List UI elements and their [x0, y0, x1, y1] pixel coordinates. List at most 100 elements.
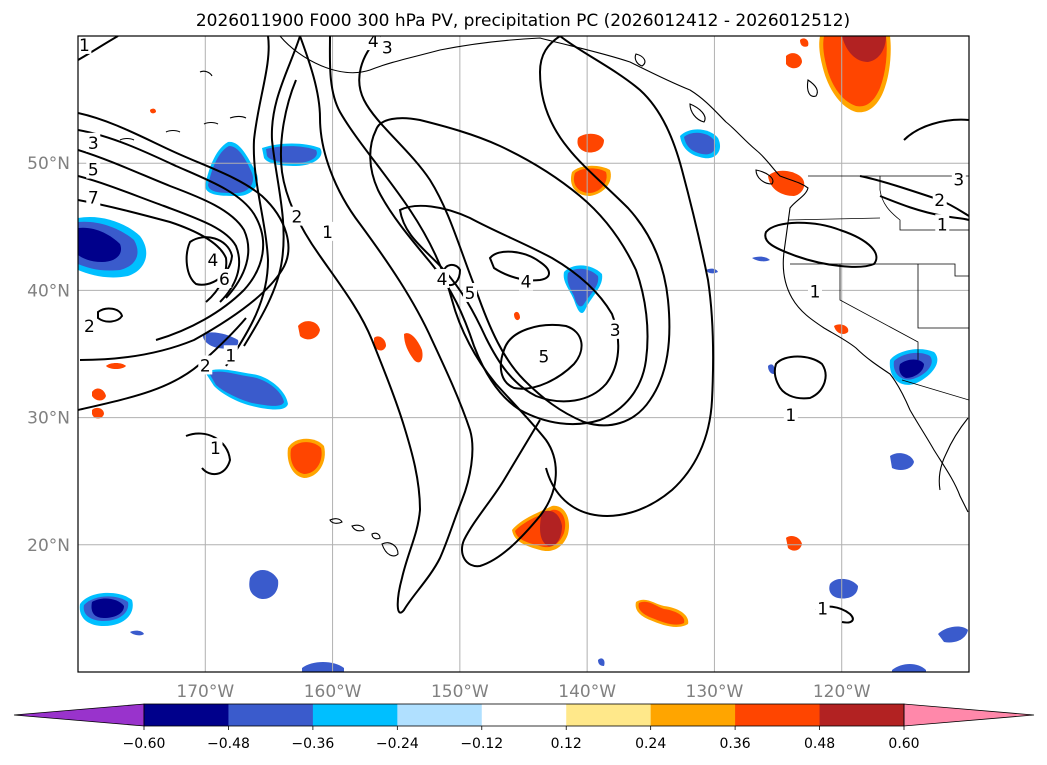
aleutian-island [165, 129, 181, 133]
pv-contour-label: 2 [200, 356, 211, 376]
neg-precip-blob [266, 146, 317, 163]
state-border [917, 264, 969, 329]
colorbar-tick-label: 0.60 [888, 736, 919, 752]
pos-precip-blob [290, 442, 322, 474]
pv-contour [398, 204, 620, 403]
longitude-labels: 170°W 160°W 150°W 140°W 130°W 120°W [176, 682, 870, 702]
pos-precip-blob [786, 53, 802, 69]
colorbar-segment [481, 704, 567, 726]
pv-contour-label: 1 [937, 215, 948, 235]
pv-contour [78, 112, 290, 361]
colorbar-segment [819, 704, 905, 726]
pv-contour [78, 129, 265, 341]
pv-label-halo [289, 206, 304, 226]
lon-tick-label: 150°W [431, 682, 489, 702]
pv-contour-label: 4 [521, 272, 532, 292]
pos-precip-blob [374, 336, 386, 351]
pv-contour-label: 1 [210, 439, 221, 459]
pv-contour-label: 7 [88, 189, 99, 209]
pv-label-halo [463, 282, 478, 302]
pv-contour [369, 117, 649, 426]
lon-tick-label: 170°W [176, 682, 234, 702]
pv-contour [78, 317, 247, 411]
colorbar-segment [650, 704, 736, 726]
pos-precip-blob [298, 321, 320, 340]
lon-tick-label: 140°W [558, 682, 616, 702]
coastal-island [634, 53, 646, 67]
colorbar-segment [735, 704, 821, 726]
pv-contour-label: 1 [817, 599, 828, 619]
pv-contour-label: 1 [785, 406, 796, 426]
pos-precip-blob [92, 407, 104, 419]
colorbar-segment [312, 704, 398, 726]
pos-precip-core [540, 510, 562, 547]
neg-precip-blob [302, 662, 344, 672]
baja-coastline [938, 417, 969, 491]
pv-contour [185, 432, 232, 476]
pv-label-halo [783, 405, 798, 425]
pv-label-halo [366, 36, 381, 51]
map-frame [77, 35, 970, 673]
neg-precip-blob [890, 453, 914, 470]
neg-precip-blob [768, 364, 775, 374]
pos-precip-blob [834, 324, 849, 334]
pv-label-halo [217, 268, 232, 288]
lat-tick-label: 20°N [27, 536, 70, 556]
pv-contour [225, 36, 270, 367]
pv-contour-label: 3 [88, 134, 99, 154]
pv-label-halo [608, 319, 623, 339]
neg-precip-blob [567, 268, 599, 307]
neg-precip-core [78, 227, 122, 262]
pv-label-halo [536, 346, 551, 366]
pv-label-halo [86, 187, 101, 207]
pv-label-halo [86, 132, 101, 152]
pv-contour [279, 36, 474, 614]
state-border [839, 264, 919, 360]
neg-precip-blob [752, 256, 770, 262]
aleutian-island [199, 70, 213, 77]
pv-contour [773, 355, 827, 400]
pv-contour-label: 1 [79, 36, 90, 56]
lon-tick-label: 160°W [304, 682, 362, 702]
colorbar-segment [228, 704, 314, 726]
colorbar: −0.60 −0.48 −0.36 −0.24 −0.12 0.12 0.24 0.36 0.4… [13, 703, 1035, 752]
hawaiian-island [371, 532, 381, 540]
lon-tick-label: 120°W [813, 682, 871, 702]
pos-precip-blob [577, 133, 604, 153]
pv-label-halo [807, 281, 822, 301]
pv-contour-label: 2 [934, 191, 945, 211]
colorbar-tick-label: −0.60 [123, 736, 166, 752]
neg-precip-blob [684, 132, 716, 155]
pv-contour [442, 264, 462, 286]
coastal-island [806, 79, 818, 97]
colorbar-tick-label: 0.48 [804, 736, 835, 752]
pos-precip-blob [92, 388, 106, 401]
hawaiian-island [381, 542, 399, 557]
pv-label-halo [951, 169, 966, 189]
hawaiian-island [351, 524, 365, 532]
pos-precip-blob [638, 601, 685, 625]
colorbar-tick-label: 0.12 [551, 736, 582, 752]
pv-contour-label: 1 [225, 346, 236, 366]
pv-contour-label: 4 [208, 251, 219, 271]
us-mexico-border [901, 379, 969, 401]
pv-label-halo [223, 345, 238, 365]
pv-label-halo [82, 316, 97, 336]
pv-contour-label: 3 [610, 321, 621, 341]
hawaiian-island [329, 518, 343, 524]
colorbar-extend-max [903, 703, 1035, 727]
pos-precip-blob [573, 168, 607, 193]
coastal-island [689, 103, 706, 123]
chart-title: 2026011900 F000 300 hPa PV, precipitatio… [196, 11, 850, 31]
pv-contour-label: 3 [382, 38, 393, 58]
pv-contour-label: 6 [219, 270, 230, 290]
state-border [879, 176, 969, 231]
pv-contour-label: 3 [953, 171, 964, 191]
pv-contour-label: 2 [84, 317, 95, 337]
pos-precip-core [842, 36, 886, 62]
pv-label-halo [320, 221, 335, 241]
neg-precip-blob [706, 268, 718, 274]
